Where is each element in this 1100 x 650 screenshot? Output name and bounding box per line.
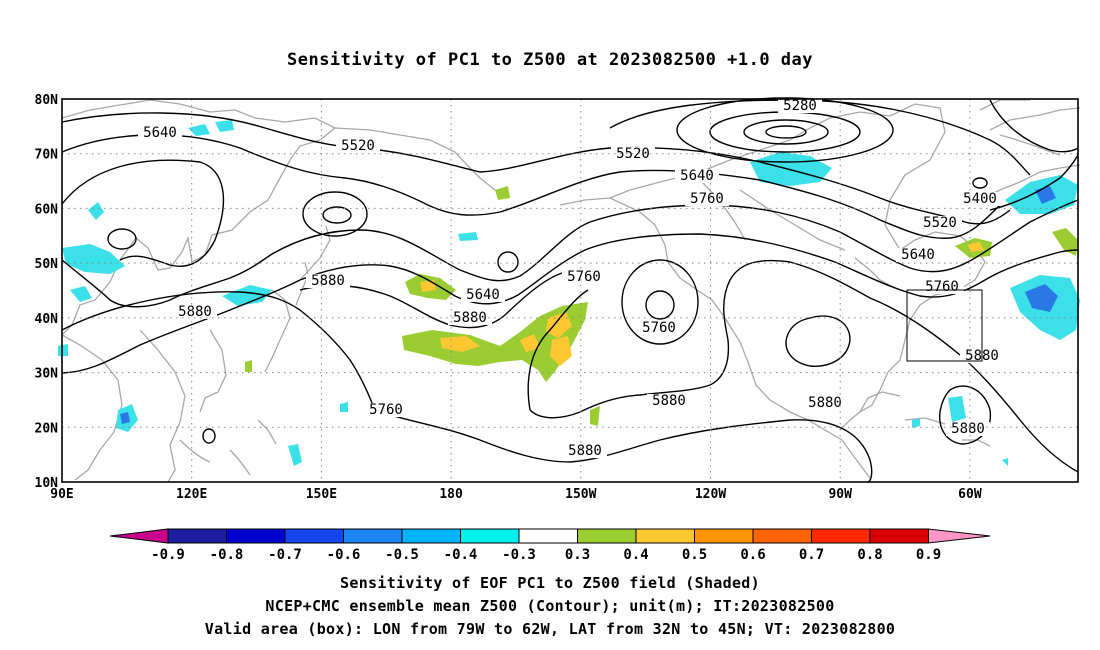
- contour-label-bg: [778, 99, 822, 113]
- contour-label: 5880: [652, 393, 686, 409]
- colorbar-tick-label: 0.9: [916, 547, 941, 563]
- contour-label-bg: [946, 422, 990, 436]
- contour-label: 5880: [178, 304, 212, 320]
- colorbar-swatch: [518, 528, 578, 544]
- colorbar-swatch: [284, 528, 344, 544]
- lat-label: 10N: [35, 476, 59, 491]
- colorbar-swatch: [226, 528, 286, 544]
- colorbar-swatch: [694, 528, 754, 544]
- colorbar-swatch: [460, 528, 520, 544]
- contour-label: 5760: [925, 279, 959, 295]
- lon-label: 60W: [958, 487, 982, 502]
- contour-label: 5280: [783, 98, 817, 114]
- contour-label-bg: [173, 305, 217, 319]
- colorbar-tick-label: -0.3: [502, 547, 536, 563]
- lat-label: 20N: [35, 421, 59, 436]
- colorbar-tick-label: 0.5: [682, 547, 707, 563]
- contour-label: 5520: [923, 215, 957, 231]
- contour-label-bg: [461, 288, 505, 302]
- contour-label: 5400: [963, 191, 997, 207]
- contour-label-bg: [896, 248, 940, 262]
- lon-label: 180: [439, 487, 463, 502]
- lat-label: 40N: [35, 312, 59, 327]
- contour-label-bg: [563, 444, 607, 458]
- contour-label-bg: [637, 321, 681, 335]
- contour-label-bg: [675, 169, 719, 183]
- contour-label: 5760: [642, 320, 676, 336]
- colorbar-tick-label: -0.4: [444, 547, 478, 563]
- colorbar-tick-label: -0.6: [327, 547, 361, 563]
- colorbar-swatch: [577, 528, 637, 544]
- lon-label: 90E: [50, 487, 73, 502]
- lon-label: 150W: [565, 487, 596, 502]
- contour-label-bg: [918, 216, 962, 230]
- contour-label-bg: [803, 396, 847, 410]
- contour-label-bg: [647, 394, 691, 408]
- colorbar-swatch: [167, 528, 227, 544]
- colorbar-swatch: [811, 528, 871, 544]
- longitude-labels: 90E 120E 150E 180 150W 120W 90W 60W: [50, 487, 982, 502]
- latitude-labels: 80N 70N 60N 50N 40N 30N 20N 10N: [35, 93, 59, 491]
- contour-label-bg: [685, 192, 729, 206]
- caption-valid-area: Valid area (box): LON from 79W to 62W, L…: [204, 620, 896, 638]
- map-frame: [61, 98, 1079, 483]
- colorbar-tick-label: -0.9: [151, 547, 185, 563]
- lat-label: 70N: [35, 148, 59, 163]
- lon-label: 120W: [695, 487, 726, 502]
- shading-positive-yellow: [420, 242, 984, 366]
- colorbar-tick-label: 0.6: [740, 547, 765, 563]
- colorbar-tick-label: -0.7: [268, 547, 302, 563]
- colorbar-tick-label: 0.4: [623, 547, 648, 563]
- contour-label: 5880: [311, 273, 345, 289]
- contour-label-bg: [364, 403, 408, 417]
- valid-area-box: [906, 289, 983, 362]
- map-title: Sensitivity of PC1 to Z500 at 2023082500…: [286, 50, 813, 70]
- contour-label: 5880: [568, 443, 602, 459]
- contour-label: 5760: [369, 402, 403, 418]
- colorbar-swatch: [752, 528, 812, 544]
- contour-label: 5760: [690, 191, 724, 207]
- colorbar-tick-label: -0.8: [210, 547, 244, 563]
- colorbar-swatch: [635, 528, 695, 544]
- lat-label: 50N: [35, 257, 59, 272]
- lat-label: 80N: [35, 93, 59, 108]
- gridlines: [62, 99, 1078, 482]
- lon-label: 120E: [176, 487, 207, 502]
- colorbar-tick-label: 0.7: [799, 547, 824, 563]
- lon-label: 150E: [306, 487, 337, 502]
- lat-label: 60N: [35, 202, 59, 217]
- colorbar-swatch: [869, 528, 929, 544]
- contour-label: 5880: [808, 395, 842, 411]
- caption-shading: Sensitivity of EOF PC1 to Z500 field (Sh…: [340, 574, 760, 592]
- colorbar-right-arrow: [928, 528, 991, 544]
- contour-label: 5640: [143, 125, 177, 141]
- caption-contour: NCEP+CMC ensemble mean Z500 (Contour); u…: [265, 597, 835, 615]
- contour-label: 5880: [951, 421, 985, 437]
- colorbar-tick-label: 0.8: [857, 547, 882, 563]
- lat-label: 30N: [35, 367, 59, 382]
- colorbar-tick-label: 0.3: [565, 547, 590, 563]
- colorbar: [109, 528, 991, 544]
- contour-label: 5640: [680, 168, 714, 184]
- colorbar-labels: -0.9 -0.8 -0.7 -0.6 -0.5 -0.4 -0.3 0.3 0.4 0.5 0.6…: [151, 547, 941, 563]
- colorbar-swatch: [343, 528, 403, 544]
- contour-label: 5640: [466, 287, 500, 303]
- colorbar-left-arrow: [109, 528, 169, 544]
- contour-label: 5640: [901, 247, 935, 263]
- z500-contours: [61, 97, 1079, 483]
- coastlines: [61, 99, 1081, 483]
- contour-label: 5520: [341, 138, 375, 154]
- contour-label-bg: [958, 192, 1002, 206]
- colorbar-tick-label: -0.5: [385, 547, 419, 563]
- contour-label: 5760: [567, 269, 601, 285]
- colorbar-swatch: [401, 528, 461, 544]
- contour-label-bg: [138, 126, 182, 140]
- lon-label: 90W: [828, 487, 852, 502]
- contour-label-bg: [562, 270, 606, 284]
- contour-label-bg: [336, 139, 380, 153]
- contour-label-bg: [306, 274, 350, 288]
